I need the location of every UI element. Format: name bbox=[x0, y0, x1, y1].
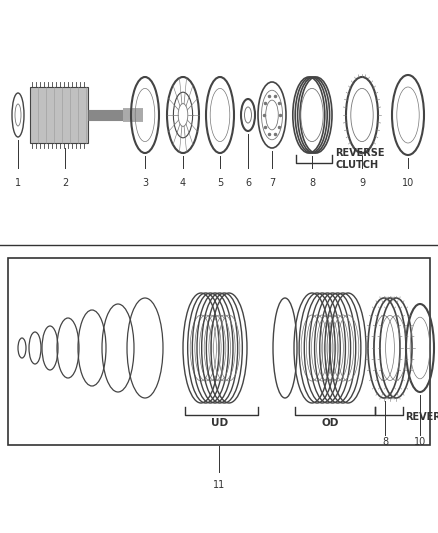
Text: REVERSE: REVERSE bbox=[405, 412, 438, 422]
Text: UD: UD bbox=[212, 418, 229, 428]
Text: 3: 3 bbox=[142, 178, 148, 188]
Text: REVERSE
CLUTCH: REVERSE CLUTCH bbox=[335, 148, 385, 171]
Text: 9: 9 bbox=[359, 178, 365, 188]
Bar bbox=[8, 258, 430, 445]
Text: 8: 8 bbox=[309, 178, 315, 188]
Text: OD: OD bbox=[321, 418, 339, 428]
Text: 11: 11 bbox=[213, 480, 225, 490]
Text: 1: 1 bbox=[15, 178, 21, 188]
Text: 5: 5 bbox=[217, 178, 223, 188]
Text: 10: 10 bbox=[414, 437, 426, 447]
Bar bbox=[30, 87, 88, 143]
Text: 2: 2 bbox=[62, 178, 68, 188]
Text: 10: 10 bbox=[402, 178, 414, 188]
Text: 8: 8 bbox=[382, 437, 388, 447]
Text: 4: 4 bbox=[180, 178, 186, 188]
Text: 7: 7 bbox=[269, 178, 275, 188]
Text: 6: 6 bbox=[245, 178, 251, 188]
